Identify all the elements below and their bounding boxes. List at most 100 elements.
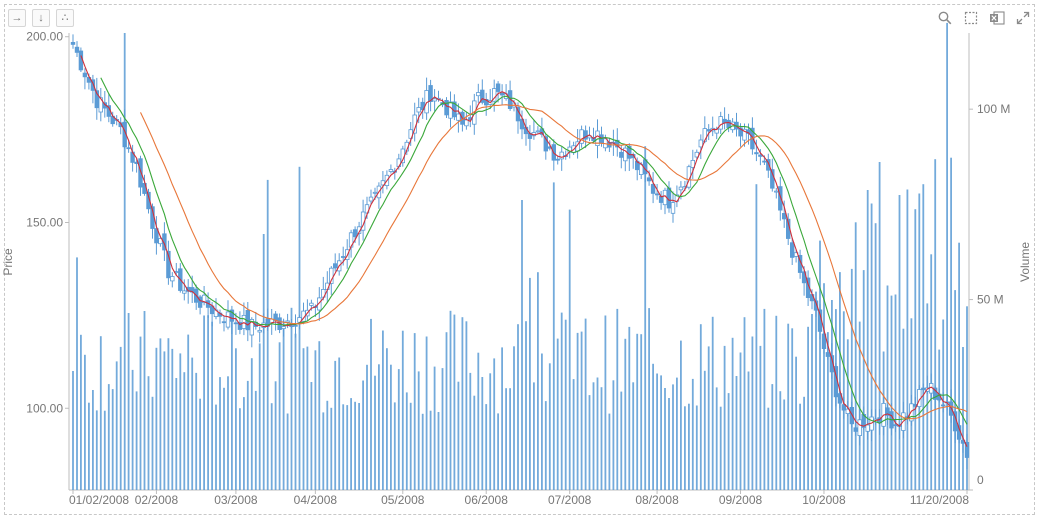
- volume-bar: [517, 324, 519, 490]
- volume-bar: [644, 146, 647, 490]
- volume-bar: [374, 375, 376, 490]
- volume-bar: [195, 372, 198, 490]
- candle-body: [126, 147, 131, 150]
- volume-bar: [417, 371, 420, 490]
- sort-horizontal-icon[interactable]: →: [8, 9, 26, 27]
- candle-body: [241, 314, 247, 329]
- volume-bar: [362, 380, 364, 490]
- excel-export-icon[interactable]: [988, 9, 1006, 27]
- candle-body: [162, 233, 167, 251]
- volume-bar: [588, 395, 591, 490]
- sort-vertical-icon[interactable]: ↓: [32, 9, 50, 27]
- y2-axis-label: Volume: [1018, 242, 1032, 282]
- volume-bar: [763, 308, 766, 490]
- volume-bar: [648, 308, 650, 490]
- x-tick-label: 03/2008: [214, 493, 258, 507]
- volume-bar: [874, 223, 877, 490]
- volume-bar: [171, 348, 174, 490]
- volume-bar: [870, 203, 873, 490]
- x-tick-label: 06/2008: [465, 493, 509, 507]
- volume-bar: [294, 333, 297, 490]
- candle-body: [166, 250, 171, 279]
- volume-bar: [664, 388, 666, 490]
- volume-bar: [779, 391, 782, 490]
- volume-bar: [139, 336, 142, 490]
- search-icon[interactable]: [936, 9, 954, 27]
- volume-bar: [318, 341, 321, 490]
- volume-bar: [350, 398, 352, 490]
- candle-body: [646, 177, 652, 182]
- y-tick-label: 100.00: [26, 401, 63, 415]
- volume-bar: [485, 404, 488, 490]
- candle-body: [941, 404, 946, 407]
- candle-body: [762, 160, 767, 163]
- volume-bar: [115, 361, 118, 490]
- selection-box-icon[interactable]: [962, 9, 980, 27]
- candle-body: [921, 387, 926, 391]
- volume-bar: [783, 399, 786, 490]
- volume-bar: [175, 378, 178, 490]
- volume-bar: [930, 254, 933, 490]
- candle-body: [754, 152, 759, 155]
- candle-body: [82, 72, 88, 78]
- volume-bar: [862, 270, 865, 490]
- candle-body: [790, 242, 795, 258]
- volume-bar: [457, 381, 460, 490]
- volume-bar: [620, 391, 623, 490]
- volume-bar: [135, 391, 138, 490]
- volume-bar: [680, 340, 682, 490]
- volume-bar: [274, 381, 277, 490]
- volume-bar: [505, 388, 507, 490]
- volume-bar: [886, 285, 889, 490]
- candle-body: [372, 191, 378, 194]
- volume-bar: [211, 321, 213, 490]
- y2-tick-label: 50 M: [977, 293, 1004, 307]
- volume-bar: [755, 184, 758, 490]
- volume-bar: [787, 323, 790, 490]
- volume-bar: [600, 387, 603, 490]
- volume-bar: [771, 384, 774, 490]
- candle-body: [559, 151, 564, 160]
- volume-bar: [604, 315, 607, 490]
- candle-body: [285, 320, 290, 323]
- volume-bar: [429, 410, 432, 490]
- volume-bar: [246, 380, 249, 490]
- volume-bar: [676, 377, 678, 490]
- candle-body: [519, 118, 525, 130]
- candle-body: [70, 42, 76, 45]
- volume-bar: [711, 316, 714, 490]
- volume-bar: [922, 184, 925, 490]
- candle-body: [766, 159, 771, 171]
- volume-bar: [926, 303, 929, 490]
- chart-toolbar-right: [936, 9, 1032, 27]
- scatter-dots-icon[interactable]: ∴: [56, 9, 74, 27]
- volume-bar: [270, 403, 273, 490]
- volume-bar: [652, 363, 654, 490]
- candle-body: [146, 191, 151, 210]
- volume-bar: [147, 376, 150, 490]
- volume-bar: [668, 398, 670, 490]
- volume-bar: [437, 412, 440, 490]
- expand-icon[interactable]: [1014, 9, 1032, 27]
- candle-body: [690, 159, 695, 168]
- volume-bar: [473, 395, 476, 490]
- volume-bar: [660, 375, 662, 490]
- candle-body: [416, 107, 421, 113]
- volume-bar: [934, 159, 937, 490]
- x-tick-label: 10/2008: [802, 493, 846, 507]
- y2-tick-label: 100 M: [977, 102, 1010, 116]
- volume-bar: [715, 387, 718, 490]
- candle-body: [849, 406, 854, 425]
- candle-body: [138, 158, 143, 188]
- candle-body: [670, 202, 676, 214]
- volume-bar: [890, 295, 893, 490]
- candle-body: [758, 154, 763, 157]
- volume-bar: [958, 242, 960, 490]
- volume-bar: [954, 290, 956, 490]
- volume-bar: [699, 324, 702, 490]
- volume-bar: [493, 358, 496, 490]
- candle-body: [249, 318, 254, 336]
- moving-average-line: [100, 77, 968, 425]
- volume-bar: [243, 397, 245, 490]
